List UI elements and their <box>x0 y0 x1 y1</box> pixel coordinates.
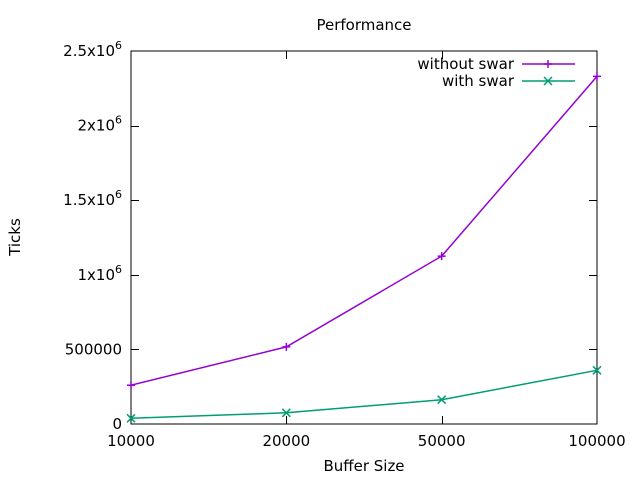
data-point-with-swar <box>281 408 291 418</box>
legend-label-without-swar: without swar <box>417 55 514 73</box>
plot-border <box>130 50 598 425</box>
axes <box>130 50 598 425</box>
series-layer <box>126 72 602 423</box>
series-line-without-swar <box>130 75 598 386</box>
x-tick-label: 50000 <box>418 432 466 450</box>
legend-label-with-swar: with swar <box>442 72 515 90</box>
data-point-with-swar <box>437 395 447 405</box>
y-tick-label: 1x106 <box>77 263 122 284</box>
y-tick-label: 2.5x106 <box>63 39 122 60</box>
x-tick-label: 20000 <box>262 432 310 450</box>
axis-ticks: 0 500000 1x106 1.5x106 2x106 2.5x106 10000 2000… <box>63 39 625 450</box>
x-tick-label: 100000 <box>568 432 625 450</box>
y-tick-label: 2x106 <box>77 114 122 135</box>
data-point-without-swar <box>127 381 135 390</box>
series-line-with-swar <box>130 369 598 420</box>
legend-marker-without-swar <box>544 60 552 68</box>
x-axis-title: Buffer Size <box>323 457 404 475</box>
y-tick-label: 1.5x106 <box>63 188 122 209</box>
chart-title: Performance <box>316 16 411 34</box>
legend-marker-with-swar <box>543 76 553 86</box>
y-axis-title: Ticks <box>6 218 24 257</box>
x-tick-label: 10000 <box>107 432 155 450</box>
y-tick-label: 500000 <box>65 340 122 358</box>
data-point-without-swar <box>437 252 446 261</box>
data-point-without-swar <box>593 72 601 81</box>
y-tick-label: 0 <box>112 415 122 433</box>
data-point-with-swar <box>126 413 136 423</box>
data-point-without-swar <box>282 342 291 351</box>
data-point-with-swar <box>592 365 602 375</box>
